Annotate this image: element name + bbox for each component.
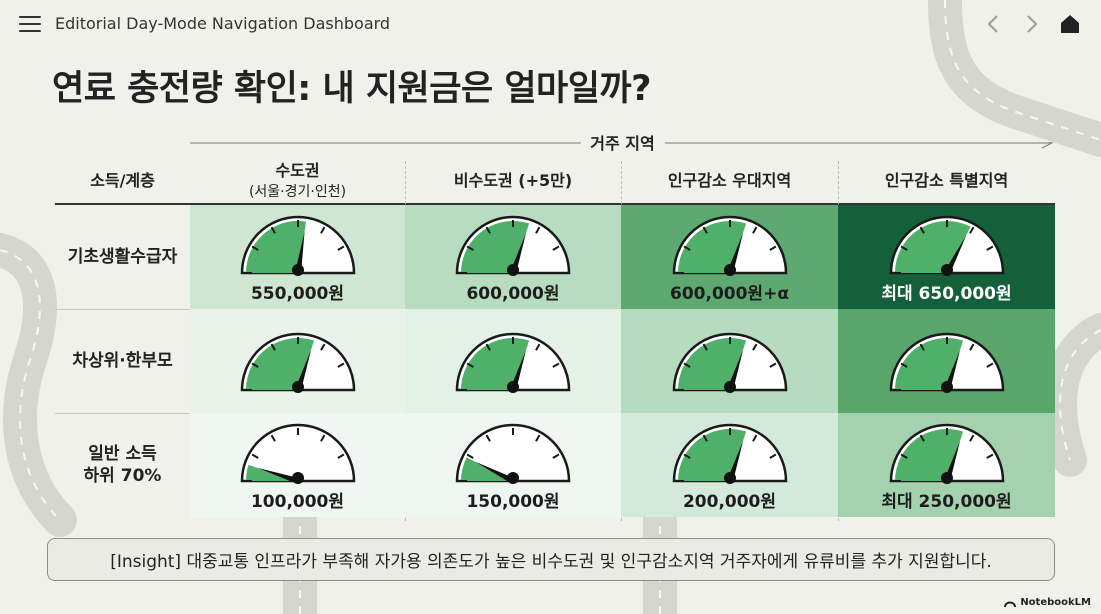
insight-banner: [Insight] 대중교통 인프라가 부족해 자가용 의존도가 높은 비수도권… <box>47 538 1055 581</box>
column-header-2: 비수도권 (+5만) <box>405 155 621 203</box>
row-label-3: 일반 소득 하위 70% <box>83 443 162 486</box>
support-amount: 최대 250,000원 <box>881 491 1012 512</box>
support-amount: 600,000원 <box>466 283 560 304</box>
support-cell: 550,000원 <box>190 205 405 309</box>
support-cell: 100,000원 <box>190 413 405 517</box>
support-amount: 600,000원+α <box>670 283 789 304</box>
speedometer-icon <box>240 423 355 484</box>
brand-logo: NotebookLM <box>1004 597 1091 608</box>
notebooklm-icon <box>1004 601 1017 607</box>
top-bar: Editorial Day-Mode Navigation Dashboard <box>0 0 1101 50</box>
chevron-left-icon[interactable] <box>982 12 1006 36</box>
speedometer-icon <box>889 215 1004 276</box>
row-label-2: 차상위·한부모 <box>72 350 173 371</box>
support-cell: 150,000원 <box>405 413 621 517</box>
region-header: 거주 지역 <box>190 130 1055 154</box>
home-icon[interactable] <box>1058 12 1082 36</box>
column-header-label: 수도권 <box>275 161 320 180</box>
column-header-sub: (서울·경기·인천) <box>248 184 347 200</box>
support-amount: 최대 650,000원 <box>881 283 1012 304</box>
support-cell <box>190 309 405 413</box>
support-amount: 550,000원 <box>250 283 345 304</box>
header-divider <box>55 203 1055 205</box>
speedometer-icon <box>240 215 355 276</box>
support-cell: 600,000원+α <box>621 205 838 309</box>
chevron-right-icon[interactable] <box>1019 12 1043 36</box>
page-title: 연료 충전량 확인: 내 지원금은 얼마일까? <box>52 69 651 109</box>
column-header-label: 인구감소 우대지역 <box>667 171 792 190</box>
row-header-label: 소득/계층 <box>90 171 155 190</box>
column-header-3: 인구감소 우대지역 <box>621 155 838 203</box>
speedometer-icon <box>889 332 1004 393</box>
column-header-1: 수도권 (서울·경기·인천) <box>190 155 405 203</box>
speedometer-icon <box>455 332 571 393</box>
support-cell <box>838 309 1055 413</box>
speedometer-icon <box>240 332 355 393</box>
support-cell: 최대 250,000원 <box>838 413 1055 517</box>
row-label-1: 기초생활수급자 <box>67 246 178 267</box>
app-title: Editorial Day-Mode Navigation Dashboard <box>55 14 391 33</box>
support-cell: 200,000원 <box>621 413 838 517</box>
support-cell: 600,000원 <box>405 205 621 309</box>
speedometer-icon <box>672 423 787 484</box>
brand-name: NotebookLM <box>1020 597 1091 608</box>
speedometer-icon <box>455 423 571 484</box>
speedometer-icon <box>889 423 1004 484</box>
speedometer-icon <box>455 215 571 276</box>
support-amount: 100,000원 <box>250 491 345 512</box>
column-header-label: 인구감소 특별지역 <box>884 171 1009 190</box>
support-amount: 150,000원 <box>466 491 560 512</box>
menu-icon[interactable] <box>19 14 41 34</box>
column-header-4: 인구감소 특별지역 <box>838 155 1055 203</box>
support-amount: 200,000원 <box>682 491 777 512</box>
support-cell: 최대 650,000원 <box>838 205 1055 309</box>
region-header-label: 거주 지역 <box>580 130 665 154</box>
support-cell <box>405 309 621 413</box>
speedometer-icon <box>672 215 787 276</box>
column-header-label: 비수도권 (+5만) <box>453 171 573 190</box>
support-cell <box>621 309 838 413</box>
speedometer-icon <box>672 332 787 393</box>
